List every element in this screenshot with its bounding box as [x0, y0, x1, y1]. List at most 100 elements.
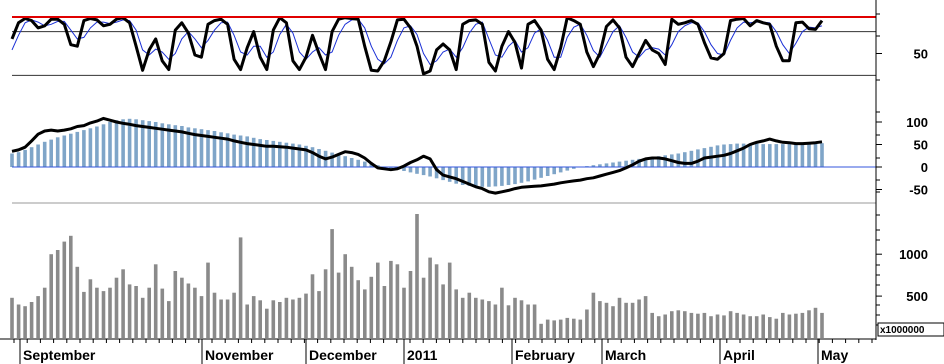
volume-bar: [356, 280, 360, 338]
macd-histogram-bar: [343, 156, 347, 167]
macd-histogram-bar: [820, 143, 824, 168]
volume-bar: [88, 279, 93, 338]
macd-histogram-bar: [683, 152, 687, 167]
volume-bar: [650, 312, 654, 338]
macd-tick-label: 50: [914, 138, 928, 153]
volume-bar: [219, 299, 223, 338]
macd-histogram-bar: [474, 167, 478, 187]
volume-bar: [330, 229, 334, 338]
macd-histogram-bar: [173, 125, 178, 168]
volume-bar: [49, 254, 53, 338]
volume-bar: [487, 301, 491, 338]
volume-bar: [199, 296, 204, 338]
volume-bar: [656, 316, 661, 338]
macd-histogram-bar: [506, 167, 511, 185]
volume-bar: [153, 264, 158, 338]
volume-bar: [343, 254, 347, 338]
volume-panel: [10, 214, 824, 338]
volume-bar: [722, 315, 726, 338]
macd-histogram-bar: [539, 167, 543, 178]
volume-bar: [578, 319, 583, 338]
volume-bar: [402, 287, 406, 338]
volume-bar: [611, 306, 615, 338]
macd-histogram-bar: [336, 154, 341, 167]
volume-bar: [336, 272, 341, 338]
volume-bar: [186, 283, 191, 338]
volume-bar: [500, 287, 504, 338]
macd-histogram-bar: [225, 133, 230, 168]
volume-bar: [774, 318, 779, 338]
x-month-label: February: [515, 347, 575, 363]
volume-bar: [382, 286, 387, 338]
macd-histogram-bar: [663, 155, 667, 167]
macd-histogram-bar: [95, 126, 99, 167]
volume-multiplier-box: [877, 322, 944, 337]
macd-histogram-bar: [454, 167, 458, 184]
volume-bar: [480, 299, 485, 338]
volume-bar: [121, 269, 125, 338]
macd-histogram-bar: [519, 167, 524, 183]
macd-histogram-bar: [480, 167, 485, 187]
volume-bar: [558, 319, 563, 338]
volume-bar: [251, 296, 256, 338]
macd-histogram-bar: [88, 128, 93, 167]
volume-bar: [715, 314, 720, 338]
volume-bar: [167, 301, 171, 338]
macd-histogram-bar: [735, 143, 739, 167]
macd-histogram-bar: [421, 167, 426, 176]
volume-bar: [434, 264, 439, 338]
macd-histogram-bar: [310, 147, 315, 167]
oscillator-panel: [10, 16, 876, 76]
volume-bar: [180, 277, 184, 338]
volume-bar: [284, 297, 289, 338]
macd-histogram-bar: [774, 144, 779, 167]
macd-histogram-bar: [49, 139, 53, 167]
volume-bar: [428, 257, 432, 338]
macd-histogram-bar: [238, 135, 243, 167]
volume-bar: [545, 319, 550, 338]
macd-histogram-bar: [402, 167, 406, 171]
macd-histogram-bar: [199, 129, 204, 167]
volume-bar: [454, 289, 458, 338]
volume-bar: [460, 297, 465, 338]
macd-histogram-bar: [180, 126, 184, 167]
volume-bar: [604, 302, 609, 338]
volume-bar: [140, 297, 145, 338]
volume-bar: [258, 300, 262, 338]
volume-bar: [539, 323, 543, 338]
volume-bar: [565, 317, 570, 338]
volume-bar: [598, 301, 602, 338]
volume-bar: [297, 297, 302, 338]
macd-histogram-bar: [153, 122, 158, 167]
x-month-label: September: [23, 347, 96, 363]
volume-bar: [748, 316, 752, 338]
volume-bar: [323, 269, 328, 338]
macd-histogram-bar: [75, 131, 80, 167]
macd-histogram-bar: [317, 149, 321, 167]
macd-histogram-bar: [696, 149, 700, 167]
volume-bar: [552, 320, 556, 338]
macd-histogram-bar: [558, 167, 563, 173]
macd-histogram-bar: [807, 144, 811, 167]
macd-histogram-bar: [460, 167, 465, 185]
volume-bar: [29, 302, 34, 338]
macd-histogram-bar: [356, 159, 360, 167]
volume-bar: [709, 316, 713, 338]
macd-histogram-bar: [467, 167, 472, 186]
macd-histogram-bar: [754, 143, 759, 167]
macd-histogram-bar: [643, 158, 648, 167]
macd-histogram-bar: [82, 130, 86, 167]
volume-bar: [95, 287, 99, 338]
macd-panel: [10, 116, 876, 204]
macd-histogram-bar: [637, 158, 641, 167]
macd-histogram-bar: [545, 167, 550, 176]
volume-bar: [265, 308, 269, 338]
volume-bar: [506, 305, 511, 338]
volume-bar: [813, 307, 818, 338]
macd-histogram-bar: [493, 167, 498, 187]
volume-bar: [82, 291, 86, 338]
macd-histogram-bar: [611, 162, 615, 167]
volume-bar: [389, 260, 393, 338]
volume-bar: [127, 284, 132, 338]
volume-bar: [617, 297, 622, 338]
